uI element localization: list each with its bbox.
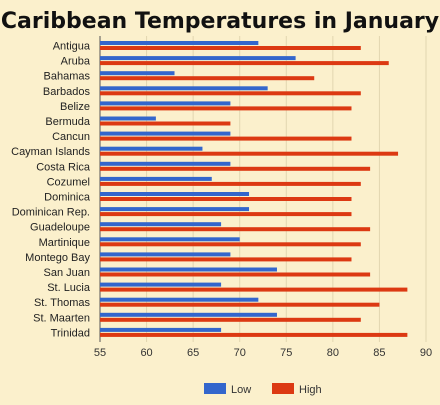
bar-high [100,212,352,217]
x-tick-label: 75 [280,347,292,359]
bar-low [100,41,259,45]
bar-low [100,252,231,257]
bar-high [100,302,380,307]
bar-low [100,282,222,287]
category-label: San Juan [44,267,90,279]
bar-high [100,91,361,96]
bar-low [100,222,222,227]
bar-low [100,86,268,91]
bar-low [100,146,203,151]
bar-high [100,257,352,262]
bar-high [100,242,361,247]
category-label: Aruba [61,56,91,68]
category-label: Dominica [44,192,91,204]
bar-low [100,101,231,106]
bar-low [100,192,250,196]
bar-high [100,227,371,232]
category-label: Cancun [52,131,90,143]
category-label: Martinique [39,237,90,249]
category-label: St. Lucia [47,282,91,294]
bar-low [100,207,250,212]
category-label: Antigua [53,41,91,53]
category-label: Montego Bay [25,252,90,264]
legend-label: High [299,384,322,396]
bar-high [100,181,361,186]
bar-low [100,131,231,136]
bar-high [100,46,361,50]
category-label: Costa Rica [36,161,91,173]
bars [100,41,408,337]
bar-low [100,312,277,317]
bar-low [100,327,222,332]
category-label: Dominican Rep. [12,207,90,219]
bar-low [100,267,277,272]
chart-title: Caribbean Temperatures in January [1,9,439,34]
bar-high [100,166,371,171]
bar-low [100,71,175,76]
category-label: Bahamas [44,71,91,83]
x-tick-label: 70 [234,347,246,359]
bar-low [100,56,296,61]
bar-high [100,272,371,277]
grid-lines [99,36,427,342]
category-label: Cayman Islands [11,146,90,158]
category-label: Belize [60,101,90,113]
bar-high [100,61,389,66]
legend: Low High [204,383,322,396]
category-label: Trinidad [51,327,90,339]
bar-low [100,237,240,242]
x-tick-label: 60 [140,347,152,359]
x-tick-label: 80 [327,347,339,359]
bar-low [100,176,212,181]
x-tick-label: 90 [420,347,432,359]
bar-high [100,136,352,141]
bar-high [100,332,408,337]
x-tick-label: 65 [187,347,199,359]
category-label: Bermuda [45,116,91,128]
category-label: Barbados [43,86,91,98]
bar-low [100,297,259,302]
category-label: Cozumel [47,176,90,188]
bar-high [100,287,408,292]
legend-swatch-low [204,383,226,394]
bar-high [100,317,361,322]
x-tick-label: 55 [94,347,106,359]
bar-high [100,76,315,81]
category-label: Guadeloupe [30,222,90,234]
bar-high [100,106,352,111]
x-axis-ticks: 55 60 65 70 75 80 85 90 [94,347,432,359]
bar-low [100,161,231,166]
bar-high [100,197,352,201]
bar-low [100,116,156,121]
category-label: St. Thomas [34,297,91,309]
category-label: St. Maarten [33,312,90,324]
x-tick-label: 85 [373,347,385,359]
bar-high [100,151,399,156]
bar-high [100,121,231,126]
legend-swatch-high [272,383,294,394]
legend-label: Low [231,384,251,396]
category-labels: Antigua Aruba Bahamas Barbados Belize Bermuda… [11,41,91,340]
